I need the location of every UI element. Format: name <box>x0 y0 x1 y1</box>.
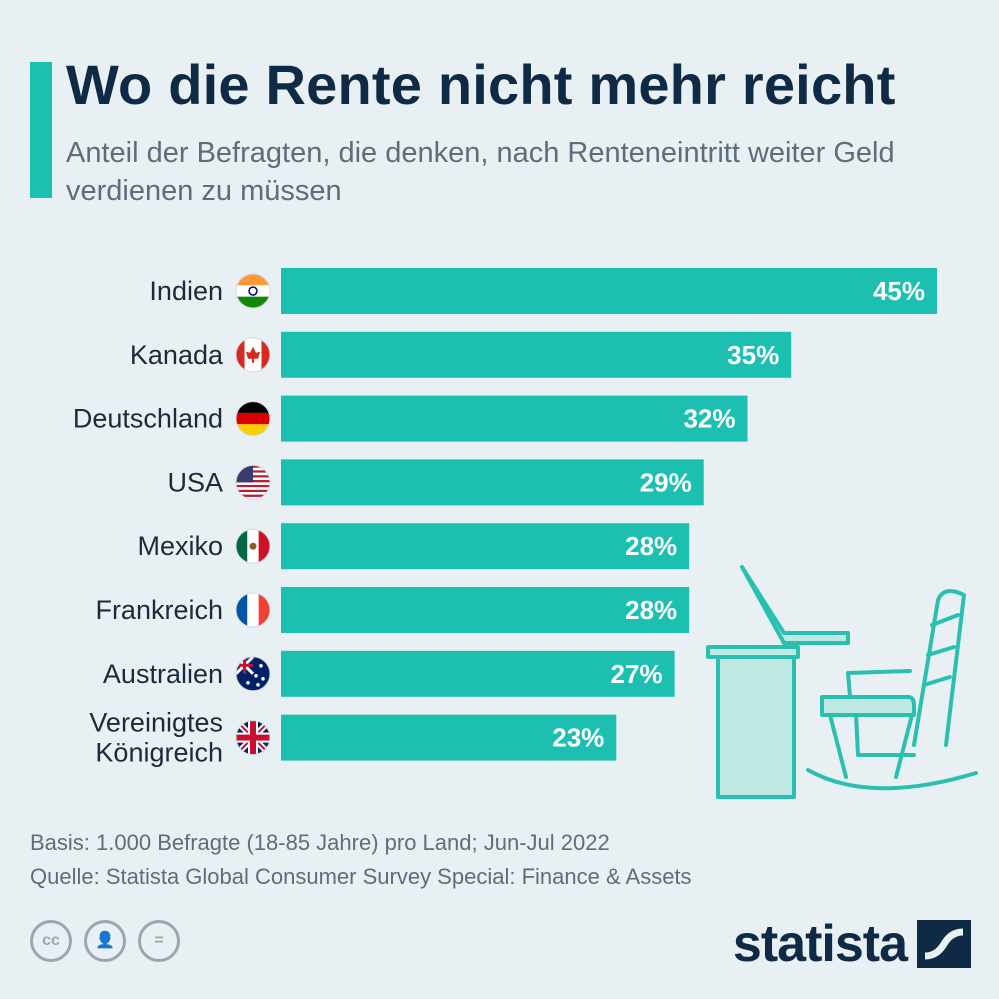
data-label: 28% <box>625 531 677 561</box>
category-label: Indien <box>149 276 223 306</box>
title-accent-bar <box>30 62 52 198</box>
uk-flag-icon <box>235 720 271 756</box>
by-attribution-icon[interactable]: 👤 <box>84 920 126 962</box>
australia-flag-icon <box>235 656 271 692</box>
bar <box>281 523 690 570</box>
usa-flag-icon <box>235 464 271 500</box>
source-note: Quelle: Statista Global Consumer Survey … <box>30 864 692 889</box>
nd-icon[interactable]: = <box>138 920 180 962</box>
bar <box>281 459 704 506</box>
category-label: Deutschland <box>73 404 223 434</box>
bar <box>281 587 690 633</box>
desk-and-rocking-chair-illustration <box>706 565 978 799</box>
bar-chart: 45% Indien 35% Kanada 32% Deutschland 29% USA 28… <box>73 268 937 768</box>
bar <box>281 395 748 442</box>
data-label: 35% <box>727 340 779 370</box>
license-icons: cc 👤 = <box>30 920 180 962</box>
france-flag-icon <box>235 592 271 628</box>
category-label: Australien <box>103 659 223 689</box>
data-label: 29% <box>640 467 692 497</box>
basis-note: Basis: 1.000 Befragte (18-85 Jahre) pro … <box>30 830 610 855</box>
india-flag-icon <box>235 273 271 309</box>
data-label: 28% <box>625 595 677 625</box>
category-label: Mexiko <box>137 531 223 561</box>
statista-logo-icon <box>917 920 971 968</box>
category-label: USA <box>167 467 223 497</box>
germany-flag-icon <box>235 401 271 437</box>
category-label: Kanada <box>130 340 224 370</box>
data-label: 27% <box>611 659 663 689</box>
canada-flag-icon <box>235 337 271 373</box>
data-label: 32% <box>683 404 735 434</box>
data-label: 23% <box>552 723 604 753</box>
category-label: Vereinigtes Königreich <box>89 708 223 768</box>
bar <box>281 268 937 314</box>
page-subtitle: Anteil der Befragten, die denken, nach R… <box>66 137 895 207</box>
mexico-flag-icon <box>235 528 271 564</box>
chart-footer: Basis: 1.000 Befragte (18-85 Jahre) pro … <box>30 826 692 894</box>
category-label: Frankreich <box>95 595 223 625</box>
brand-name: statista <box>732 915 908 973</box>
bar <box>281 714 617 761</box>
bar <box>281 650 675 697</box>
cc-icon[interactable]: cc <box>30 920 72 962</box>
statista-logo[interactable]: statista <box>733 918 971 970</box>
data-label: 45% <box>873 276 925 306</box>
bar <box>281 331 792 378</box>
page-title: Wo die Rente nicht mehr reicht <box>66 53 896 116</box>
